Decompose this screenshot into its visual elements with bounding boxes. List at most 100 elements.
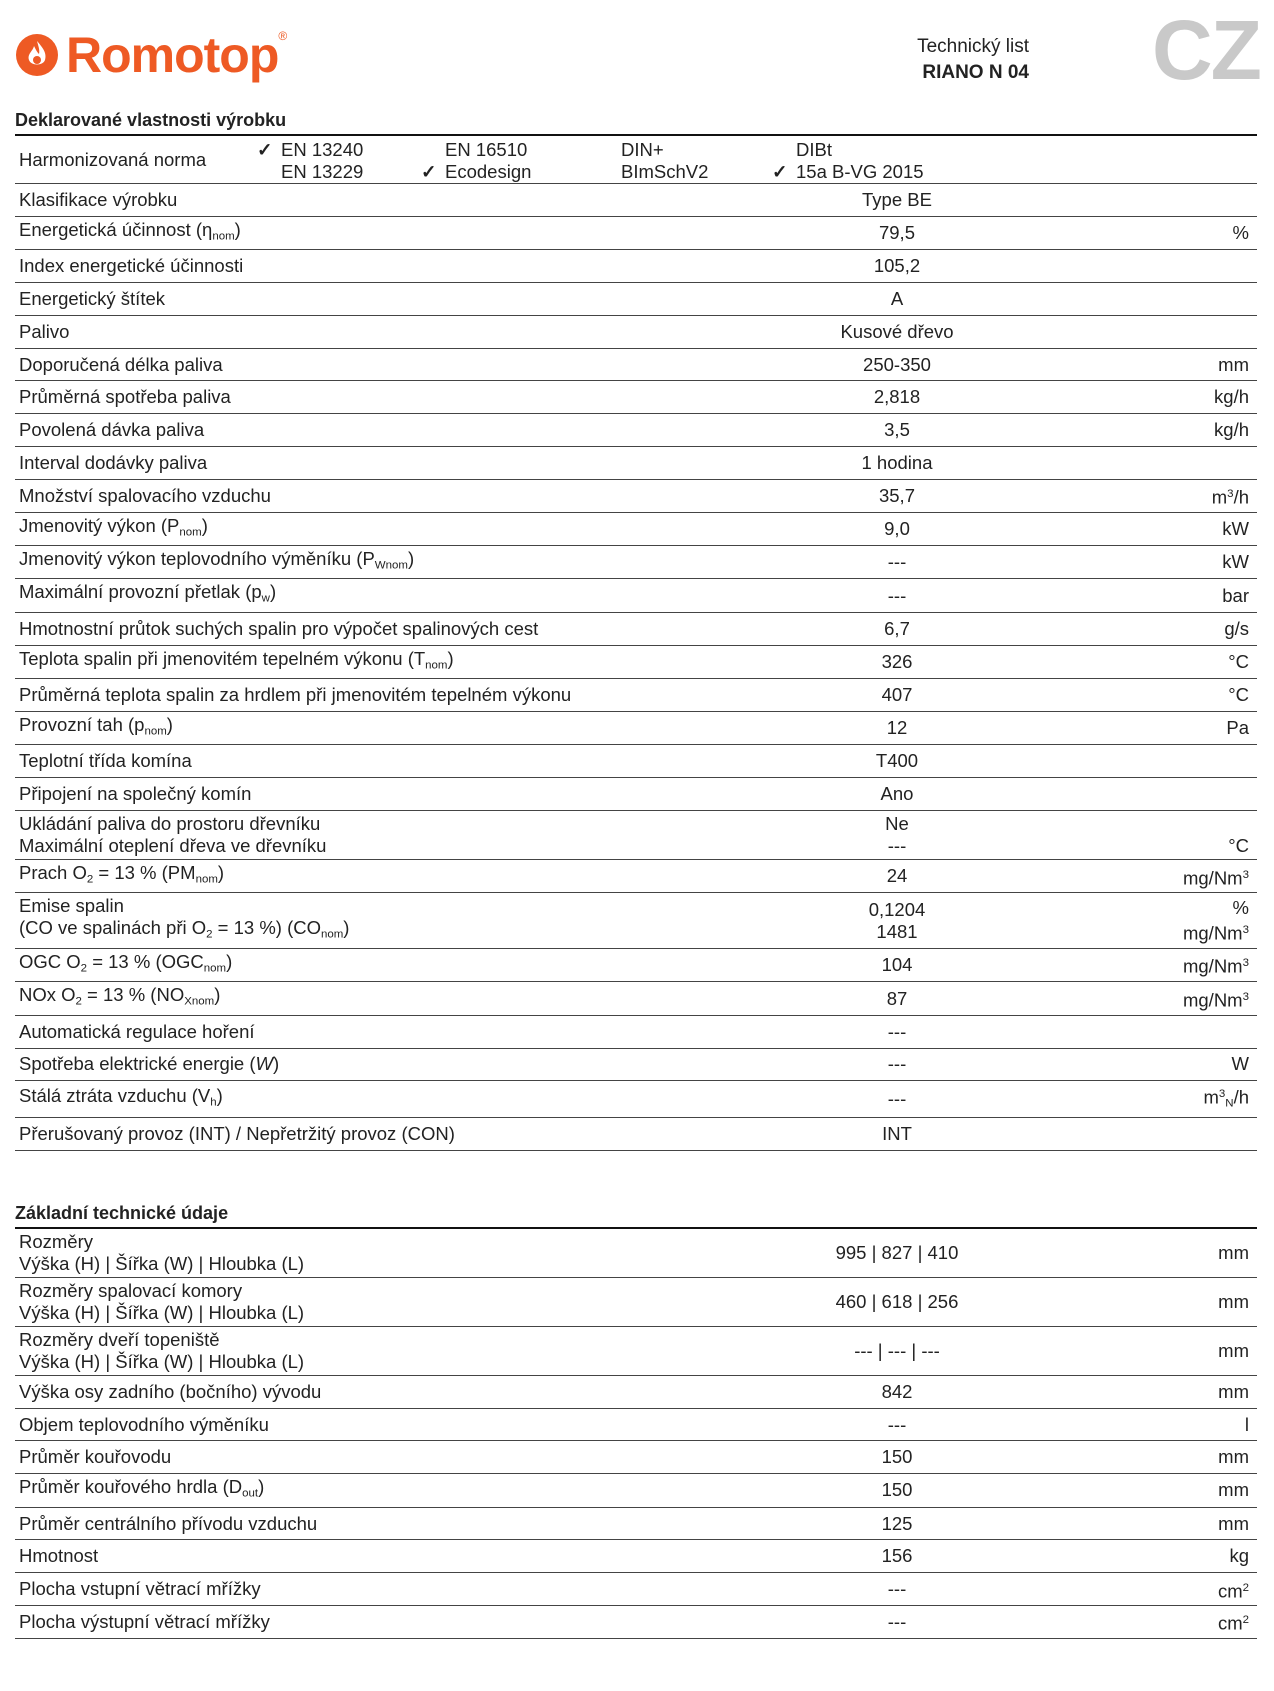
line: l: [1043, 1414, 1249, 1436]
line: [1043, 813, 1249, 835]
text: Jmenovitý výkon (P: [19, 514, 180, 536]
subscript: 2: [86, 873, 94, 886]
line: 79,5: [759, 222, 1035, 244]
label: Rozměry spalovací komory Výška (H) | Šířk…: [15, 1278, 755, 1326]
label: Klasifikace výrobku: [15, 187, 755, 213]
subscript: 2: [206, 928, 213, 941]
value: Type BE: [755, 187, 1039, 213]
norm-text: Ecodesign: [445, 161, 532, 182]
text: Index energetické účinnosti: [19, 255, 244, 277]
text: Prach O: [19, 861, 87, 883]
line: Množství spalovacího vzduchu: [19, 485, 751, 507]
unit: mm: [1039, 1511, 1257, 1537]
subscript: nom: [212, 230, 235, 243]
label: Množství spalovacího vzduchu: [15, 483, 755, 509]
text: Množství spalovacího vzduchu: [19, 484, 271, 506]
unit: mm: [1039, 1444, 1257, 1470]
line: Energetický štítek: [19, 288, 751, 310]
line: 105,2: [759, 255, 1035, 277]
line: 35,7: [759, 485, 1035, 507]
text: 156: [881, 1545, 913, 1567]
norm-item: DIN+: [621, 139, 708, 161]
text: ): [447, 647, 454, 669]
line: Průměr kouřovodu: [19, 1446, 751, 1468]
line: 2,818: [759, 386, 1035, 408]
label: Rozměry dveří topeniště Výška (H) | Šířka…: [15, 1327, 755, 1375]
value: 104: [755, 952, 1039, 978]
value: 2,818: [755, 384, 1039, 410]
subscript: nom: [179, 526, 202, 539]
line: Spotřeba elektrické energie (W): [19, 1053, 751, 1075]
doc-type: Technický list: [917, 36, 1029, 57]
line: Povolená dávka paliva: [19, 419, 751, 441]
unit: [1039, 198, 1257, 202]
line: 1 hodina: [759, 452, 1035, 474]
unit: bar: [1039, 583, 1257, 609]
text: Rozměry: [19, 1230, 94, 1252]
norm-group: DIN+ BImSchV2: [621, 139, 708, 183]
text: Plocha výstupní větrací mřížky: [19, 1610, 270, 1632]
line: mg/Nm3: [1043, 986, 1249, 1011]
unit: %: [1039, 220, 1257, 246]
text: 407: [881, 684, 913, 706]
text: 460 | 618 | 256: [835, 1290, 959, 1312]
line: Teplotní třída komína: [19, 750, 751, 772]
text: Průměrná teplota spalin za hrdlem při jm…: [19, 684, 572, 706]
value: 150: [755, 1444, 1039, 1470]
text: %: [1232, 222, 1249, 244]
line: Hmotnostní průtok suchých spalin pro výp…: [19, 618, 751, 640]
value: A: [755, 286, 1039, 312]
line: 87: [759, 988, 1035, 1010]
value: 995 | 827 | 410: [755, 1240, 1039, 1266]
text: Plocha vstupní větrací mřížky: [19, 1578, 261, 1600]
norm-group: EN 16510 ✓ Ecodesign: [421, 139, 532, 183]
line: Ukládání paliva do prostoru dřevníku: [19, 813, 751, 835]
subscript: nom: [425, 659, 448, 672]
text: 104: [881, 954, 913, 976]
line: ---: [759, 551, 1035, 573]
line: Teplota spalin při jmenovitém tepelném v…: [19, 648, 751, 676]
label: Průměr kouřovodu: [15, 1444, 755, 1470]
value: 326: [755, 649, 1039, 675]
italic: W: [255, 1053, 273, 1075]
line: Průměrná spotřeba paliva: [19, 386, 751, 408]
norm-item: ✓ EN 13240: [257, 139, 363, 161]
line: Ano: [759, 783, 1035, 805]
unit: °C: [1039, 649, 1257, 675]
text: kg: [1229, 1545, 1249, 1567]
text: mm: [1218, 1479, 1249, 1501]
text: 1481: [876, 920, 918, 942]
label: Hmotnostní průtok suchých spalin pro výp…: [15, 616, 755, 642]
line: Průměrná teplota spalin za hrdlem při jm…: [19, 684, 751, 706]
value: 150: [755, 1477, 1039, 1503]
text: = 13 % (NO: [81, 984, 185, 1006]
line: Interval dodávky paliva: [19, 452, 751, 474]
text: 0,1204: [868, 898, 926, 920]
unit: l: [1039, 1412, 1257, 1438]
subscript: h: [210, 1096, 217, 1109]
text: kg/h: [1214, 419, 1249, 441]
logo: Romotop®: [14, 26, 287, 84]
subscript: 2: [80, 962, 88, 975]
unit: mm: [1039, 352, 1257, 378]
unit: g/s: [1039, 616, 1257, 642]
value: ---: [755, 549, 1039, 575]
row: Energetická účinnost (ηnom) 79,5%: [15, 217, 1257, 251]
row: Jmenovitý výkon teplovodního výměníku (P…: [15, 546, 1257, 580]
text: kW: [1222, 551, 1249, 573]
unit: °C: [1039, 811, 1257, 859]
row: Ukládání paliva do prostoru dřevníku Maxi…: [15, 811, 1257, 860]
subscript: Wnom: [374, 559, 408, 572]
text: m: [1211, 486, 1228, 508]
line: Provozní tah (pnom): [19, 714, 751, 742]
row: Plocha vstupní větrací mřížky --- cm2: [15, 1573, 1257, 1607]
text: A: [890, 287, 904, 309]
row: Průměr kouřovodu 150 mm: [15, 1441, 1257, 1475]
text: Ne: [885, 812, 909, 834]
text: cm: [1217, 1579, 1243, 1601]
text: 3,5: [884, 419, 910, 441]
text: ): [214, 984, 221, 1006]
label: Teplota spalin při jmenovitém tepelném v…: [15, 646, 755, 678]
row: Emise spalin (CO ve spalinách při O2 = 13…: [15, 893, 1257, 949]
norm-group: DIBt ✓ 15a B-VG 2015: [772, 139, 924, 183]
